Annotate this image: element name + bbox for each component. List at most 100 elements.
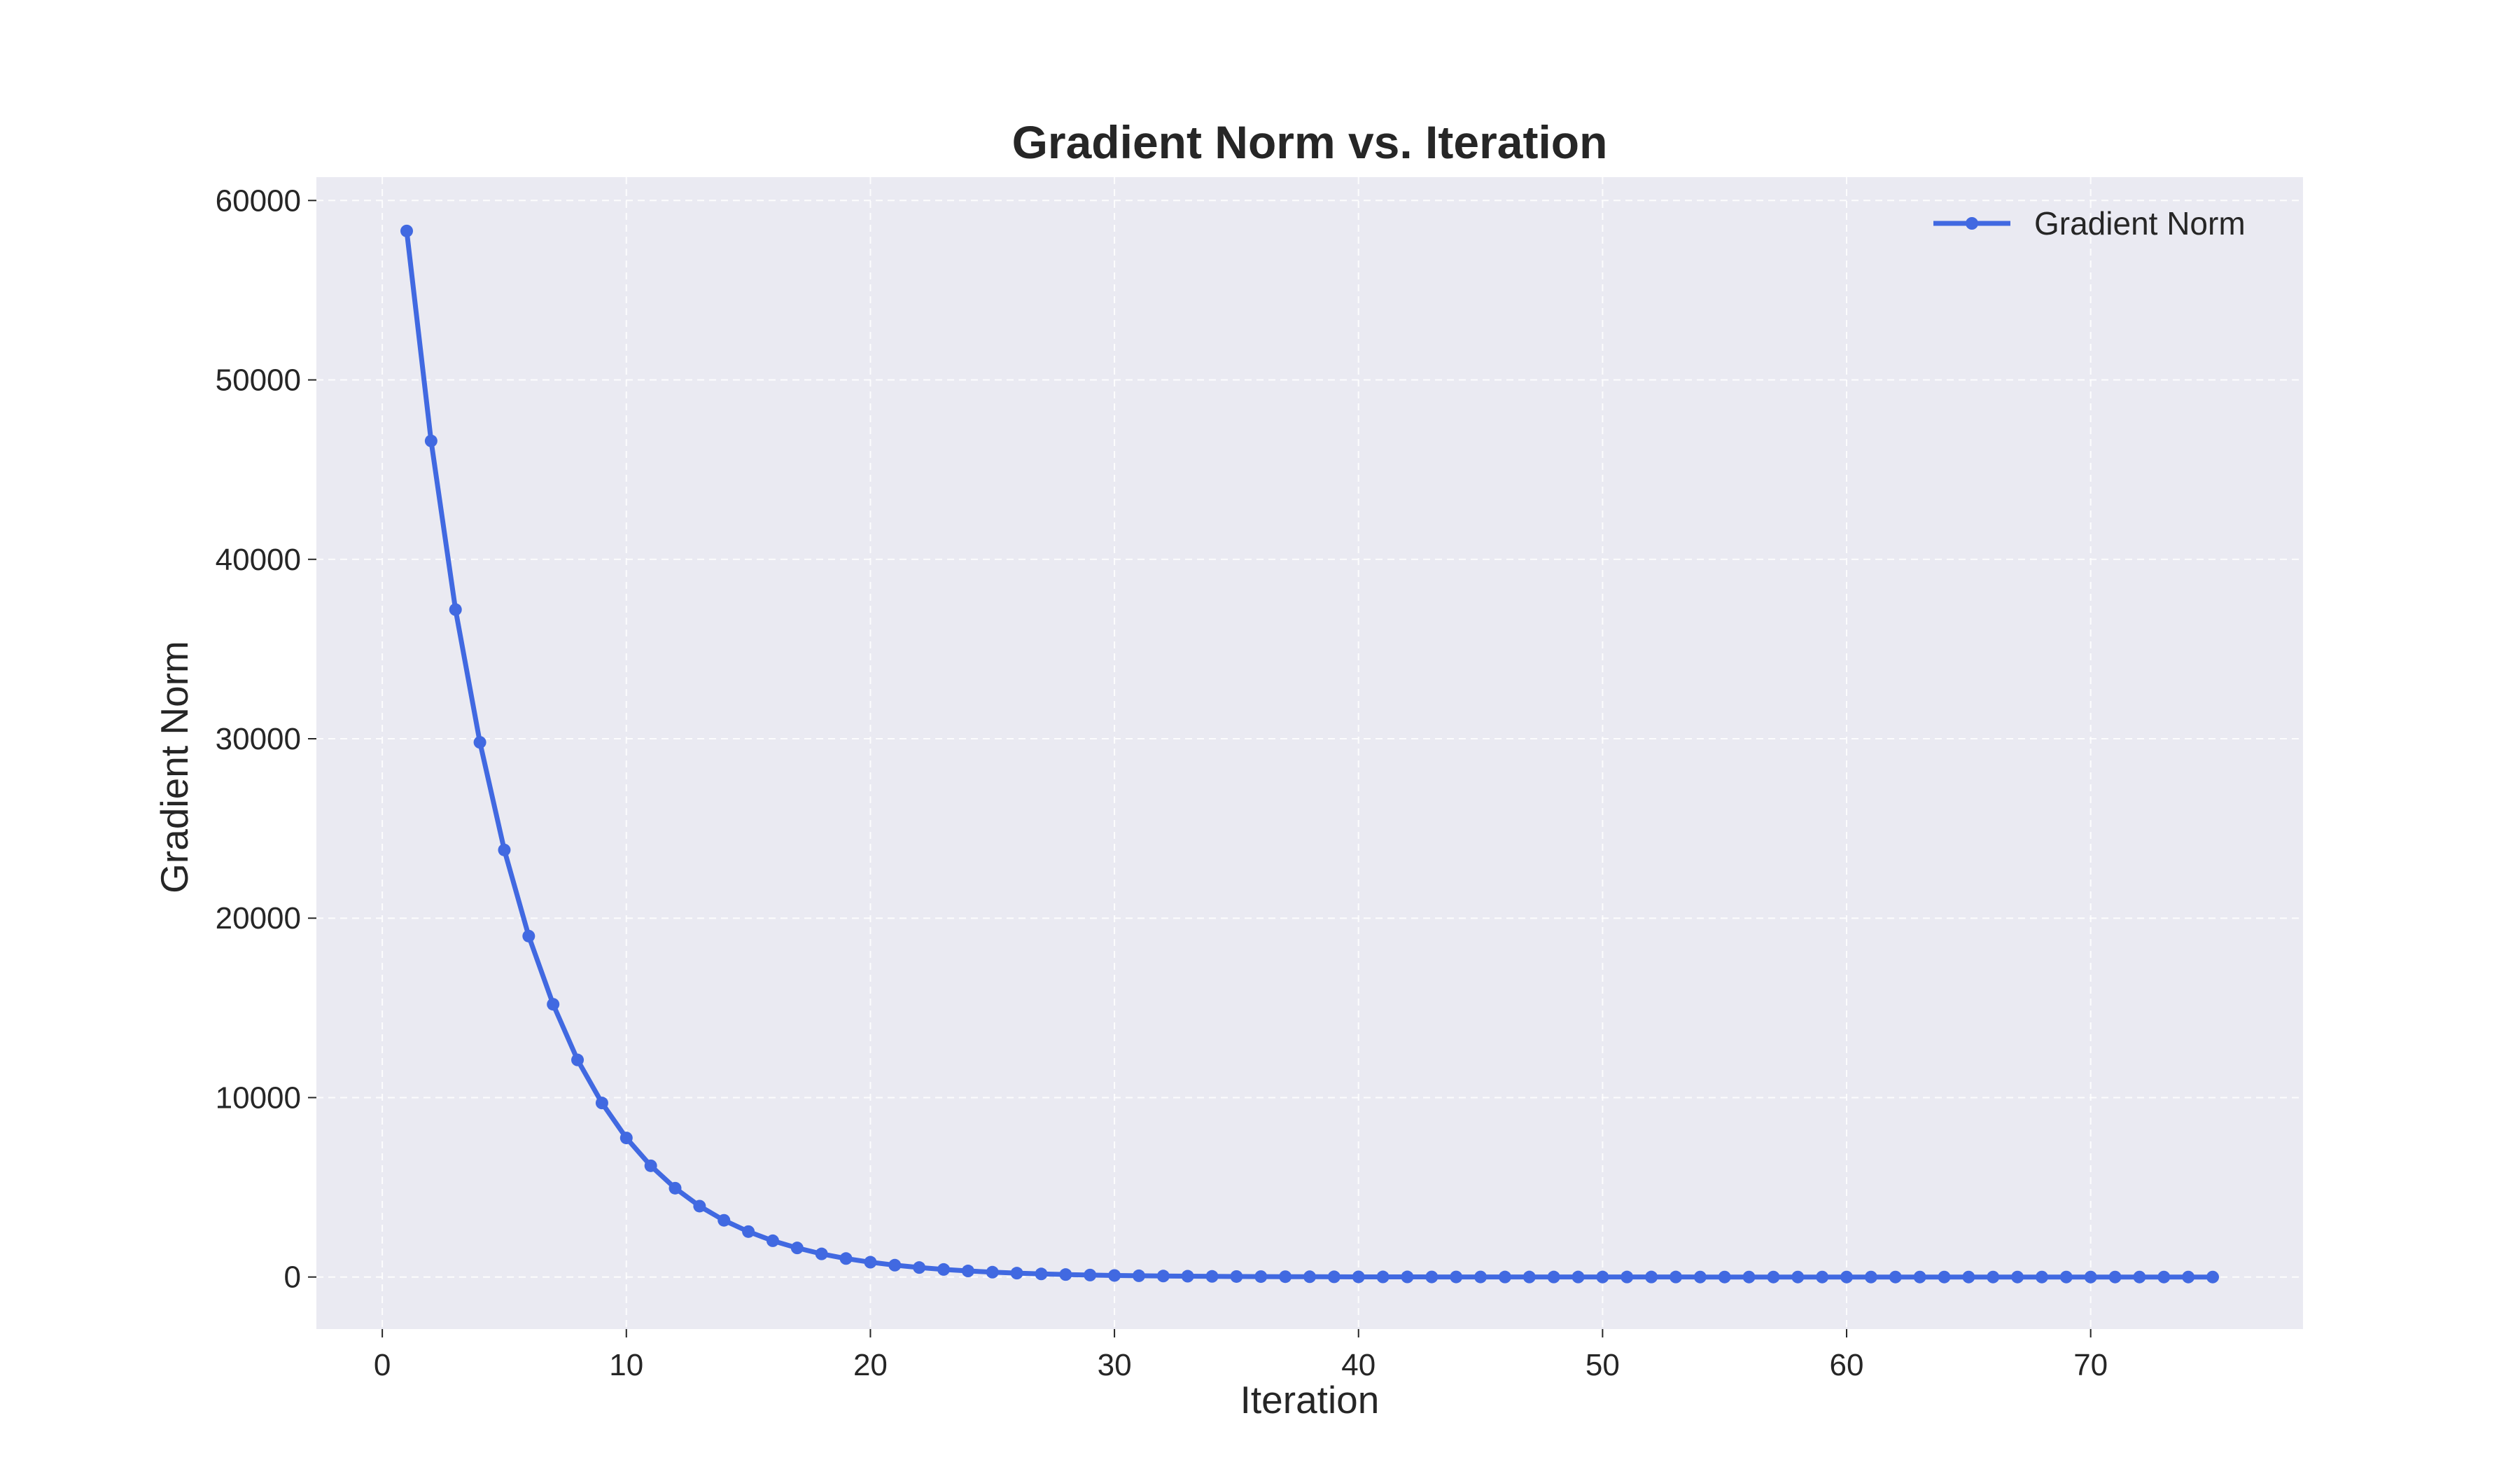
data-point [1962,1270,1975,1284]
data-point [2157,1270,2171,1284]
data-point [1327,1270,1340,1284]
data-point [644,1159,657,1172]
data-point [718,1214,731,1227]
x-tick-label: 20 [853,1348,888,1382]
data-point [1205,1270,1219,1283]
data-point [620,1132,633,1145]
data-point [766,1234,779,1247]
data-point [1913,1270,1926,1284]
data-point [547,998,560,1011]
data-point [449,603,462,616]
y-axis-ticks: 0 10000 20000 30000 40000 50000 60000 [216,183,316,1295]
data-point [424,434,438,447]
data-point [1059,1268,1072,1281]
data-point [1352,1270,1365,1284]
data-point [1572,1270,1585,1284]
data-point [1620,1270,1634,1284]
x-tick-label: 40 [1341,1348,1376,1382]
x-tick-label: 0 [374,1348,391,1382]
y-tick-label: 0 [284,1260,301,1295]
y-tick-label: 40000 [216,543,301,577]
data-point [1254,1270,1268,1284]
data-point [815,1247,828,1260]
y-tick-label: 30000 [216,722,301,756]
legend-entry-label: Gradient Norm [2034,205,2246,242]
data-point [473,736,486,749]
data-point [839,1252,853,1265]
data-point [913,1261,926,1274]
y-tick-label: 50000 [216,363,301,398]
data-point [595,1097,608,1110]
data-point [986,1265,999,1279]
x-tick-label: 10 [609,1348,643,1382]
data-point [522,929,536,943]
data-point [1156,1270,1170,1283]
data-point [1401,1270,1414,1284]
data-point [2108,1270,2122,1284]
data-point [1303,1270,1316,1284]
data-point [1181,1270,1194,1283]
data-point [1938,1270,1951,1284]
data-point [1742,1270,1756,1284]
x-tick-label: 60 [1830,1348,1864,1382]
data-point [1132,1269,1145,1282]
data-point [1084,1268,1097,1281]
data-point [1498,1270,1511,1284]
data-point [2182,1270,2195,1284]
data-point [1987,1270,2000,1284]
y-tick-label: 10000 [216,1080,301,1115]
data-point [888,1258,902,1272]
data-point [2059,1270,2073,1284]
data-point [1474,1270,1488,1284]
data-point [1450,1270,1463,1284]
data-point [2133,1270,2146,1284]
data-point [1816,1270,1829,1284]
data-point [498,843,511,856]
data-point [693,1200,706,1213]
data-point [1230,1270,1243,1283]
data-point [1108,1269,1121,1282]
data-point [864,1256,877,1269]
x-tick-label: 50 [1586,1348,1620,1382]
data-point [571,1053,584,1066]
x-axis-ticks: 0 10 20 30 40 50 60 70 [374,1329,2108,1382]
data-point [2084,1270,2097,1284]
x-tick-label: 30 [1098,1348,1132,1382]
data-point [937,1263,951,1276]
data-point [1425,1270,1438,1284]
data-point [2011,1270,2024,1284]
data-point [1547,1270,1560,1284]
data-point [1376,1270,1390,1284]
data-point [2206,1270,2219,1284]
data-point [1010,1267,1023,1280]
data-point [1596,1270,1609,1284]
legend-marker-swatch [1966,217,1978,230]
data-point [1791,1270,1805,1284]
data-point [961,1265,974,1278]
data-point [2035,1270,2048,1284]
legend: Gradient Norm [1933,205,2246,242]
data-point [1669,1270,1682,1284]
x-tick-label: 70 [2073,1348,2108,1382]
data-point [1864,1270,1877,1284]
data-point [1718,1270,1731,1284]
chart-title: Gradient Norm vs. Iteration [1012,116,1608,168]
data-point [1840,1270,1854,1284]
data-point [790,1242,804,1255]
data-point [1645,1270,1658,1284]
y-tick-label: 20000 [216,901,301,936]
y-tick-label: 60000 [216,183,301,218]
data-point [1693,1270,1707,1284]
data-point [668,1181,682,1195]
x-axis-label: Iteration [1240,1378,1380,1421]
series-layer [400,224,2219,1284]
data-point [1522,1270,1536,1284]
data-point [400,224,413,237]
y-axis-label: Gradient Norm [153,641,196,894]
data-point [1035,1267,1048,1281]
data-point [1279,1270,1292,1284]
data-point [1767,1270,1780,1284]
data-point [742,1225,755,1238]
